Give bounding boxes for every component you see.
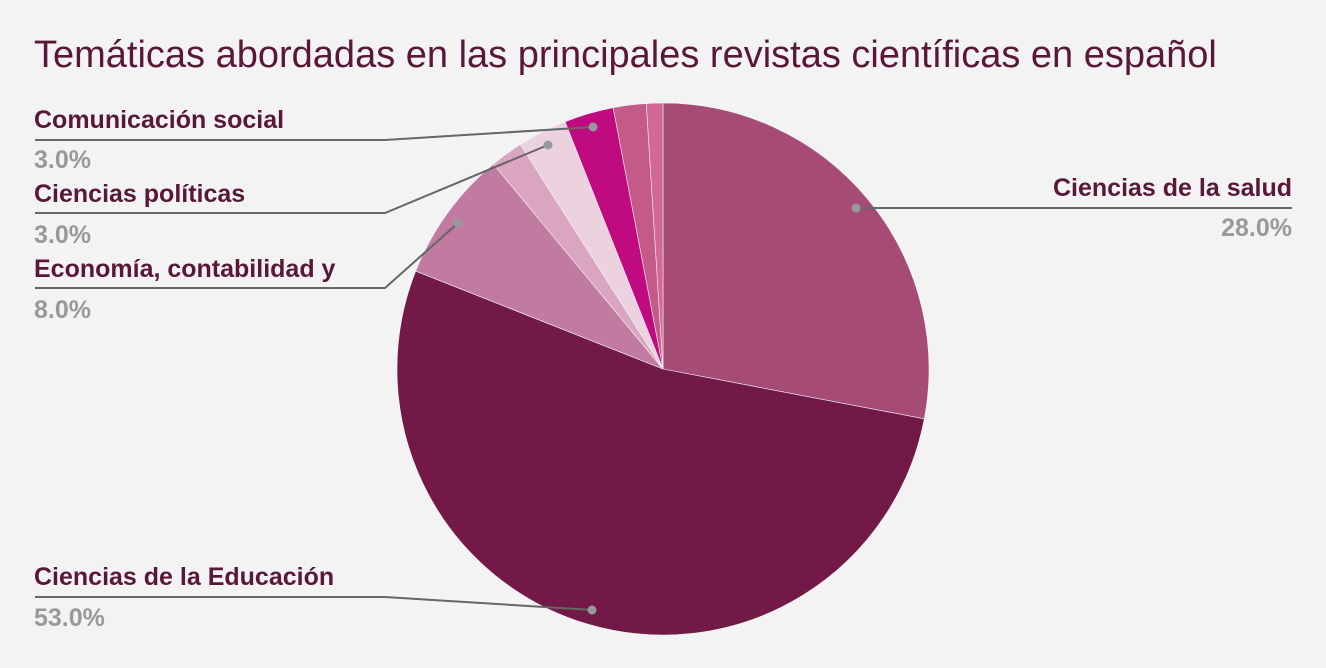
- pie-slice-7: [645, 102, 664, 370]
- leader-dot: [588, 122, 598, 132]
- slice-value-educacion: 53.0%: [34, 604, 105, 632]
- leader-line-economia: [35, 222, 459, 289]
- slice-label-salud: Ciencias de la salud: [1053, 174, 1292, 202]
- pie-slice-0: [662, 102, 930, 420]
- pie-slice-1: [396, 270, 925, 636]
- slice-value-economia: 8.0%: [34, 296, 91, 324]
- slice-label-educacion: Ciencias de la Educación: [34, 563, 335, 591]
- leader-line-educacion: [35, 596, 593, 611]
- chart-title: Temáticas abordadas en las principales r…: [34, 34, 1217, 76]
- leader-dot: [851, 203, 861, 213]
- slice-value-politicas: 3.0%: [34, 221, 91, 249]
- slice-label-politicas: Ciencias políticas: [34, 180, 246, 208]
- leader-dot: [543, 140, 553, 150]
- slice-label-economia: Economía, contabilidad y: [34, 255, 336, 283]
- leader-line-comunicacion: [35, 126, 594, 141]
- pie-slice-2: [415, 163, 664, 370]
- slice-value-comunicacion: 3.0%: [34, 146, 91, 174]
- leader-line-politicas: [35, 144, 549, 214]
- leader-dot: [453, 218, 463, 228]
- leader-dot: [587, 605, 597, 615]
- slice-value-salud: 28.0%: [1221, 214, 1292, 242]
- slice-label-comunicacion: Comunicación social: [34, 106, 285, 134]
